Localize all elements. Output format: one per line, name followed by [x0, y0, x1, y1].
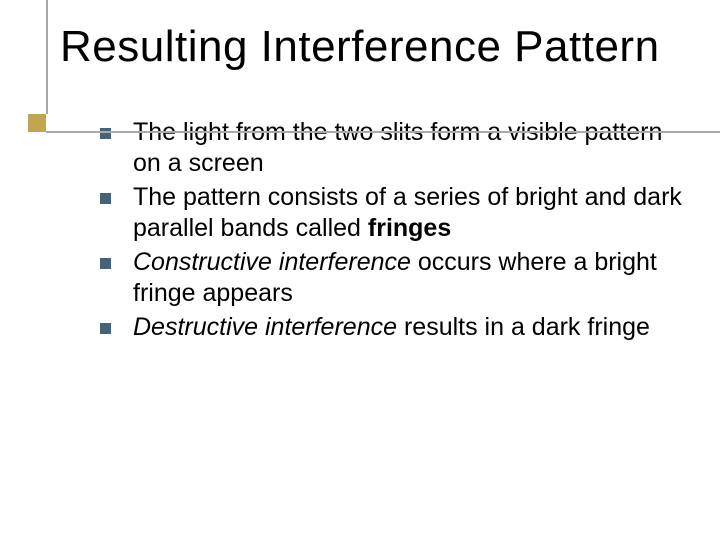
list-item: The light from the two slits form a visi… [100, 117, 696, 178]
text-run: results in a dark fringe [397, 313, 650, 341]
bullet-icon [100, 193, 111, 204]
vertical-rule [46, 0, 48, 114]
list-item: The pattern consists of a series of brig… [100, 182, 696, 243]
bullet-text: The light from the two slits form a visi… [133, 117, 696, 178]
text-run: Constructive interference [133, 248, 411, 276]
slide: Resulting Interference Pattern The light… [0, 0, 720, 540]
title-container: Resulting Interference Pattern [60, 22, 696, 71]
content-area: The light from the two slits form a visi… [60, 99, 696, 343]
bullet-icon [100, 323, 111, 334]
slide-title: Resulting Interference Pattern [60, 22, 696, 71]
text-run: fringes [368, 214, 451, 242]
list-item: Destructive interference results in a da… [100, 312, 696, 343]
text-run: The light from the two slits form a visi… [133, 118, 662, 177]
bullet-text: The pattern consists of a series of brig… [133, 182, 696, 243]
list-item: Constructive interference occurs where a… [100, 247, 696, 308]
bullet-text: Destructive interference results in a da… [133, 312, 650, 343]
bullet-text: Constructive interference occurs where a… [133, 247, 696, 308]
text-run: Destructive interference [133, 313, 397, 341]
horizontal-rule [46, 131, 720, 133]
bullet-icon [100, 258, 111, 269]
bullet-icon [100, 128, 111, 139]
accent-square [28, 114, 46, 132]
